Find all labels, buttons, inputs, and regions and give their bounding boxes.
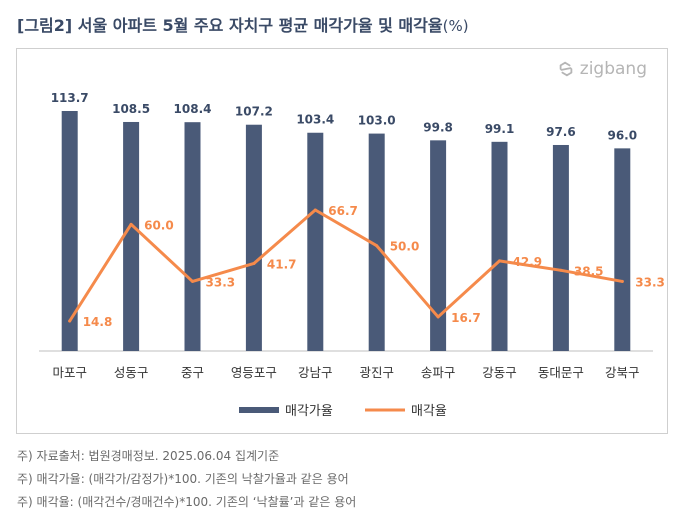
sale-rate-point bbox=[252, 261, 256, 265]
bar-value-label: 113.7 bbox=[51, 91, 89, 105]
line-value-label: 50.0 bbox=[390, 240, 420, 254]
sale-rate-point bbox=[436, 315, 440, 319]
bar-8 bbox=[491, 141, 508, 351]
legend-bar-label: 매각가율 bbox=[285, 404, 333, 419]
bar-value-label: 103.4 bbox=[296, 113, 334, 127]
footnotes: 주) 자료출처: 법원경매정보. 2025.06.04 집계기준 주) 매각가율… bbox=[17, 445, 356, 514]
sale-rate-point bbox=[313, 208, 317, 212]
line-value-label: 60.0 bbox=[144, 218, 174, 232]
line-value-label: 38.5 bbox=[574, 264, 604, 278]
chart-title: [그림2] 서울 아파트 5월 주요 자치구 평균 매각가율 및 매각율(%) bbox=[17, 12, 469, 36]
bar-4 bbox=[245, 124, 262, 352]
sale-rate-point bbox=[559, 268, 563, 272]
bar-value-label: 107.2 bbox=[235, 105, 273, 119]
x-tick-label: 강동구 bbox=[482, 365, 517, 380]
line-value-label: 14.8 bbox=[83, 315, 113, 329]
x-tick-label: 성동구 bbox=[114, 365, 149, 380]
x-tick-label: 강남구 bbox=[298, 365, 333, 380]
zigbang-logo-text: zigbang bbox=[579, 59, 647, 79]
x-tick-label: 광진구 bbox=[359, 365, 394, 380]
bar-6 bbox=[368, 133, 385, 351]
bar-10 bbox=[614, 148, 631, 351]
bar-7 bbox=[430, 140, 447, 351]
footnote-sale-price-ratio: 주) 매각가율: (매각가/감정가)*100. 기존의 낙찰가율과 같은 용어 bbox=[17, 472, 349, 486]
sale-rate-point bbox=[620, 279, 624, 283]
x-tick-label: 강북구 bbox=[605, 365, 640, 380]
chart-frame: zigbang 113.7 마포구 108.5 성동구 108.4 중구 107.2 영등포구… bbox=[16, 48, 668, 434]
bar-2 bbox=[123, 121, 140, 351]
zigbang-logo-icon bbox=[559, 61, 573, 77]
bar-5 bbox=[307, 132, 324, 351]
line-value-label: 33.3 bbox=[635, 275, 665, 289]
line-value-label: 33.3 bbox=[206, 275, 236, 289]
x-tick-label: 동대문구 bbox=[538, 365, 584, 380]
sale-rate-line bbox=[68, 208, 624, 323]
bar-value-label: 97.6 bbox=[546, 125, 576, 139]
bar-value-label: 108.5 bbox=[112, 102, 150, 116]
line-value-label: 42.9 bbox=[513, 255, 543, 269]
chart-title-text: [그림2] 서울 아파트 5월 주요 자치구 평균 매각가율 및 매각율 bbox=[17, 16, 443, 35]
x-tick-label: 송파구 bbox=[421, 365, 456, 380]
sale-rate-point bbox=[129, 222, 133, 226]
bar-3 bbox=[184, 122, 201, 351]
zigbang-logo: zigbang bbox=[557, 59, 647, 79]
sale-rate-point bbox=[68, 319, 72, 323]
bar-1 bbox=[61, 111, 78, 351]
footnote-sale-rate: 주) 매각율: (매각건수/경매건수)*100. 기존의 ‘낙찰률’과 같은 용… bbox=[17, 495, 357, 509]
sale-rate-point bbox=[498, 259, 501, 263]
legend-line-label: 매각율 bbox=[411, 404, 447, 419]
footnote-source: 주) 자료출처: 법원경매정보. 2025.06.04 집계기준 bbox=[17, 449, 280, 463]
sale-rate-point bbox=[191, 279, 194, 283]
line-value-label: 66.7 bbox=[328, 204, 358, 218]
line-value-label: 41.7 bbox=[267, 257, 297, 271]
bar-value-label: 108.4 bbox=[174, 102, 212, 116]
bar-value-label: 99.1 bbox=[485, 122, 515, 136]
chart-title-suffix: (%) bbox=[442, 17, 469, 35]
bar-9 bbox=[552, 144, 569, 351]
x-tick-label: 중구 bbox=[181, 365, 204, 380]
x-tick-label: 마포구 bbox=[52, 365, 87, 380]
line-value-label: 16.7 bbox=[451, 311, 481, 325]
bar-value-label: 99.8 bbox=[423, 120, 453, 134]
bar-value-label: 96.0 bbox=[607, 128, 637, 142]
x-tick-label: 영등포구 bbox=[231, 365, 277, 380]
combo-chart: 113.7 마포구 108.5 성동구 108.4 중구 107.2 영등포구 103.4 강남구… bbox=[39, 91, 665, 419]
sale-rate-point bbox=[375, 244, 379, 248]
bar-value-label: 103.0 bbox=[358, 114, 396, 128]
